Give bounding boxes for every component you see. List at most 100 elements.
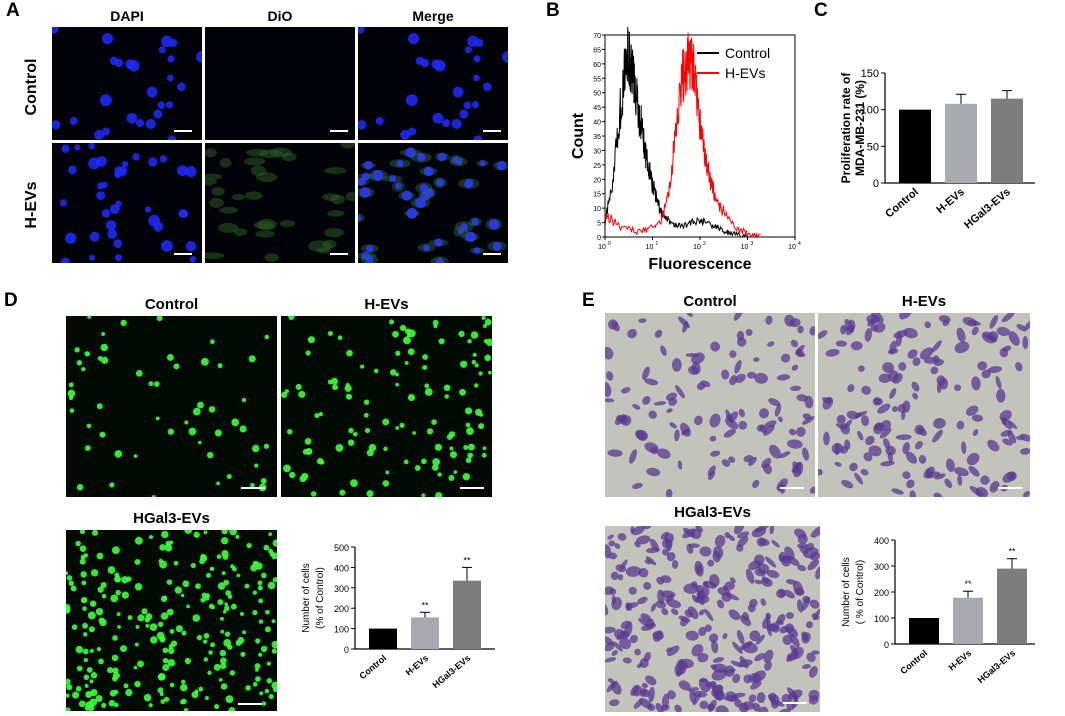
nucleus [434,238,443,247]
stained-cell [930,366,939,375]
stained-cell [648,686,655,703]
live-cell [314,413,320,419]
live-cell [81,580,87,586]
live-cell [112,672,120,680]
y-tick-label: 10 [593,206,601,213]
live-cell [88,626,95,633]
stained-cell [868,445,882,457]
stained-cell [764,556,777,568]
stained-cell [698,609,705,616]
live-cell [272,577,277,583]
live-cell [76,483,84,491]
x-tick-exponent: 4 [798,241,801,247]
live-cell [89,698,98,707]
live-cell [96,647,102,652]
live-cell [352,431,358,437]
micrograph-dio-h-evs [205,143,355,263]
live-cell [112,635,118,641]
stained-cell [786,626,798,638]
live-cell [208,650,213,655]
live-cell [305,447,313,456]
stained-cell [707,559,715,567]
y-tick-label: 55 [593,76,601,83]
live-cell [214,703,220,710]
stained-cell [707,465,716,477]
live-cell [82,648,89,655]
x-tick-label: 10 [693,244,701,251]
x-tick-label: H-EVs [934,186,967,216]
stained-cell [924,321,931,329]
stained-cell [892,373,903,384]
stained-cell [698,626,707,637]
live-cell [81,596,88,604]
stained-cell [728,456,736,463]
stained-cell [781,555,792,567]
stained-cell [665,539,672,552]
live-cell [158,621,164,628]
stained-cell [657,589,665,604]
stained-cell [656,576,665,585]
stained-cell [818,468,823,476]
stained-cell [615,564,627,573]
nucleus [101,32,114,45]
y-axis-label-line1: Proliferation rate of [839,72,853,184]
live-cell [330,377,338,385]
live-cell [264,688,270,694]
stained-cell [846,410,859,420]
y-tick-label: 150 [861,68,879,80]
live-cell [392,330,399,338]
live-cell [382,418,390,426]
live-cell [181,679,186,684]
stained-cell [625,602,639,609]
y-tick-label: 0 [873,178,879,190]
live-cell [216,554,222,560]
dio-stain [330,194,346,205]
nucleus [437,152,447,162]
y-tick-label: 0 [344,645,349,655]
live-cell [307,336,316,344]
stained-cell [809,326,815,336]
stained-cell [710,664,718,670]
live-cell [196,634,203,641]
nucleus [165,101,174,109]
live-cell [463,444,469,450]
stained-cell [962,317,978,327]
dio-stain [324,167,347,175]
stained-cell [818,330,828,339]
live-cell [219,662,227,670]
nucleus [101,208,111,218]
stained-cell [748,694,757,703]
stained-cell [961,441,967,454]
live-cell [67,389,76,398]
stained-cell [789,633,800,648]
live-cell [271,640,277,649]
x-tick-label: 10 [741,244,749,251]
live-cell [71,624,78,630]
dio-stain [253,221,275,230]
live-cell [422,365,428,371]
stained-cell [699,678,708,683]
live-cell [220,537,229,545]
stained-cell [729,350,737,358]
stained-cell [691,594,699,603]
nucleus [502,50,508,63]
nucleus [115,254,123,262]
stained-cell [737,535,749,548]
stained-cell [749,598,758,608]
live-cell [205,572,212,578]
live-cell [160,612,169,620]
stained-cell [661,607,669,616]
live-cell [467,443,475,451]
live-cell [449,446,454,451]
live-cell [366,490,374,497]
live-cell [192,614,201,622]
stained-cell [754,569,766,577]
stained-cell [729,374,738,386]
live-cell [224,602,228,607]
nucleus [105,220,117,231]
stained-cell [931,340,942,353]
stained-cell [713,546,724,559]
nucleus [153,221,164,232]
nucleus [96,182,105,190]
live-cell [363,412,369,418]
